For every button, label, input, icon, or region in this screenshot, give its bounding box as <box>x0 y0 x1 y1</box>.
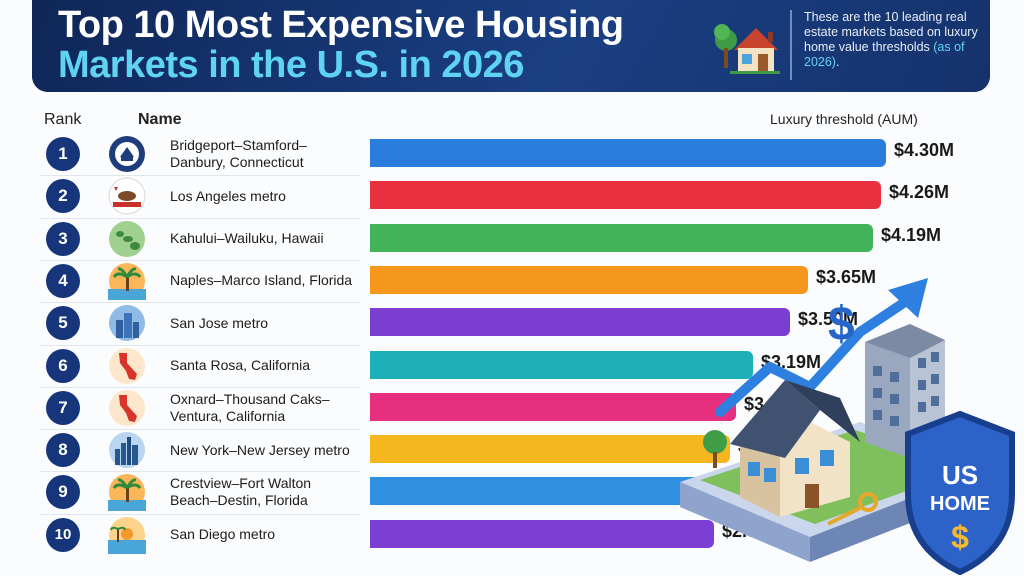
bar <box>370 350 753 379</box>
bar <box>370 223 873 252</box>
market-name: Kahului–Wailuku, Hawaii <box>170 230 324 247</box>
market-name: Naples–Marco Island, Florida <box>170 272 353 289</box>
bar-value-label: $3.65M <box>816 266 877 287</box>
bar <box>370 519 714 548</box>
chart-row: 4 Naples–Marco Island, Florida $3.65M <box>0 260 1024 302</box>
market-name: Oxnard–Thousand Caks–Ventura, California <box>170 390 330 424</box>
bar <box>370 139 886 167</box>
bar-value-label: $4.30M <box>894 140 955 160</box>
header-divider <box>790 10 792 80</box>
market-name: San Diego metro <box>170 526 276 543</box>
bar <box>370 265 808 294</box>
row-divider <box>40 386 360 388</box>
palm-tree-icon <box>108 474 146 512</box>
subtitle-date-highlight: (as of 2026) <box>804 40 965 69</box>
market-name: Los Angeles metro <box>170 187 286 204</box>
connecticut-seal-icon <box>109 136 145 172</box>
chart-row: 1 Bridgeport–Stamford–Danbury, Connecticu… <box>0 133 1024 175</box>
rank-badge: 4 <box>46 263 80 298</box>
market-name: Bridgeport–Stamford–Danbury, Connecticut <box>170 137 307 170</box>
bar <box>370 435 730 464</box>
rank-badge: 10 <box>46 517 80 552</box>
rank-badge: 8 <box>46 433 80 468</box>
rank-badge: 6 <box>46 348 80 383</box>
beach-sunset-icon <box>108 516 146 554</box>
rank-badge: 5 <box>46 306 80 341</box>
rank-badge: 3 <box>46 221 80 256</box>
row-divider <box>40 513 360 515</box>
rank-badge: 1 <box>46 137 80 171</box>
row-divider <box>40 302 360 304</box>
california-flag-icon <box>108 177 146 215</box>
hawaii-islands-icon <box>109 220 145 257</box>
row-divider <box>40 344 360 346</box>
bar <box>370 392 736 421</box>
chart-row: 7 Oxnard–Thousand Caks–Ventura, Californi… <box>0 387 1024 429</box>
chart-row: 3 Kahului–Wailuku, Hawaii $4.19M <box>0 218 1024 260</box>
housing-market-illustration: $ US HOME $ <box>680 278 1015 576</box>
bar-value-label: $4.19M <box>881 224 942 245</box>
california-map-icon <box>109 347 145 384</box>
rank-badge: 7 <box>46 390 80 425</box>
row-divider <box>40 471 360 473</box>
market-name: San Jose metro <box>170 314 269 331</box>
row-divider <box>40 217 360 219</box>
bar <box>370 477 720 506</box>
column-header-rank: Rank <box>44 111 82 128</box>
title-line-1: Top 10 Most Expensive Housing <box>58 4 624 46</box>
house-icon <box>714 24 780 74</box>
chart-row: 6 Santa Rosa, California $3.19M <box>0 345 1024 387</box>
rank-badge: 9 <box>46 475 80 510</box>
shield-dollar-icon: $ <box>951 519 969 555</box>
column-header-value: Luxury threshold (AUM) <box>770 111 918 127</box>
chart-row: 2 Los Angeles metro $4.26M <box>0 175 1024 217</box>
palm-tree-icon <box>108 262 146 300</box>
row-divider <box>40 259 360 261</box>
header-banner: Top 10 Most Expensive Housing Markets in… <box>32 0 990 92</box>
city-skyline-icon <box>109 305 145 342</box>
bar-value-label: $3.50M <box>798 309 859 330</box>
new-york-skyline-icon <box>109 432 145 469</box>
bar <box>370 308 790 337</box>
market-name: Santa Rosa, California <box>170 357 311 373</box>
row-divider <box>40 429 360 431</box>
shield-text-home: HOME <box>930 493 990 515</box>
bar <box>370 181 881 210</box>
bar-value-label: $4.26M <box>889 182 950 203</box>
market-name: New York–New Jersey metro <box>170 441 350 458</box>
dollar-sign-icon: $ <box>828 298 855 351</box>
chart-row: 5 San Jose metro $3.50M <box>0 302 1024 344</box>
market-name: Crestview–Fort Walton Beach–Destin, Flor… <box>170 475 312 509</box>
header-subtitle: These are the 10 leading real estate mar… <box>804 10 984 70</box>
shield-text-us: US <box>942 460 978 490</box>
header-background <box>32 0 990 92</box>
california-map-icon <box>109 389 145 426</box>
title-line-2: Markets in the U.S. in 2026 <box>58 44 524 86</box>
rank-badge: 2 <box>46 179 80 214</box>
column-header-name: Name <box>138 111 182 128</box>
subtitle-main-text: These are the 10 leading real estate mar… <box>804 10 978 54</box>
row-divider <box>40 175 360 177</box>
subtitle-period: . <box>835 55 840 69</box>
